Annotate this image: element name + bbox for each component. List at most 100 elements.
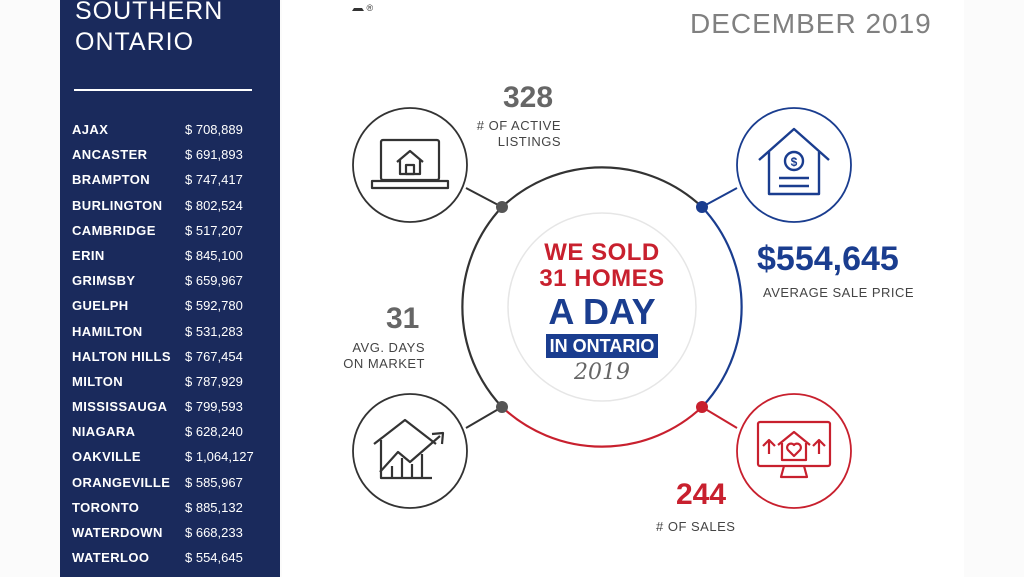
- city-name: GUELPH: [72, 298, 129, 314]
- city-name: NIAGARA: [72, 424, 136, 440]
- monitor-heart-icon: [756, 420, 832, 479]
- days-circle: [352, 393, 468, 509]
- sidebar-title-line1: SOUTHERN: [75, 0, 224, 25]
- city-row: TORONTO $ 885,132: [60, 496, 280, 521]
- laptop-house-icon: [370, 138, 450, 190]
- house-growth-icon: [373, 418, 445, 480]
- city-row: HAMILTON $ 531,283: [60, 320, 280, 345]
- days-value: 31: [386, 302, 420, 335]
- brand-logo-mark: ®: [352, 2, 373, 13]
- city-row: BURLINGTON $ 802,524: [60, 194, 280, 219]
- city-name: GRIMSBY: [72, 273, 136, 289]
- city-row: ANCASTER $ 691,893: [60, 143, 280, 168]
- center-message: WE SOLD 31 HOMES A DAY IN ONTARIO 2019: [532, 239, 672, 386]
- connector-sales: [701, 406, 738, 429]
- city-row: BRAMPTON $ 747,417: [60, 168, 280, 193]
- city-price: $ 787,929: [185, 373, 243, 389]
- city-name: AJAX: [72, 122, 109, 137]
- sidebar-title: SOUTHERN ONTARIO: [75, 0, 223, 58]
- active-listings-label: # OF ACTIVE LISTINGS: [473, 118, 561, 150]
- ring-arc-left: [461, 206, 503, 408]
- avg-price-value: $554,645: [757, 240, 899, 278]
- days-label-line1: AVG. DAYS: [352, 340, 425, 355]
- city-price: $ 691,893: [185, 147, 243, 163]
- city-name: WATERDOWN: [72, 525, 163, 540]
- city-price: $ 708,889: [185, 122, 243, 137]
- center-line1: WE SOLD: [544, 239, 660, 266]
- city-price: $ 885,132: [185, 499, 243, 515]
- price-circle: [736, 107, 852, 223]
- active-listings-value: 328: [503, 81, 554, 114]
- ring-arc-right: [701, 206, 743, 408]
- city-name: ANCASTER: [72, 147, 148, 163]
- city-name: ORANGEVILLE: [72, 474, 171, 490]
- city-name: MISSISSAUGA: [72, 399, 168, 415]
- sidebar-title-line2: ONTARIO: [75, 28, 195, 56]
- dot-listings: [496, 201, 508, 213]
- city-price: $ 517,207: [185, 222, 243, 238]
- dot-price: [696, 201, 708, 213]
- city-price: $ 592,780: [185, 298, 243, 314]
- city-price: $ 628,240: [185, 424, 243, 440]
- dollar-glyph: $: [791, 155, 798, 169]
- city-name: BURLINGTON: [72, 197, 163, 213]
- center-line3: A DAY: [548, 291, 656, 332]
- center-band: IN ONTARIO: [545, 334, 659, 358]
- connector-price: [701, 187, 738, 208]
- city-name: TORONTO: [72, 499, 140, 515]
- sales-label: # OF SALES: [656, 519, 736, 534]
- logo-icon: [352, 2, 364, 11]
- connector-listings: [465, 187, 503, 208]
- registered-mark: ®: [366, 3, 374, 13]
- sidebar-divider: [74, 89, 252, 91]
- city-price: $ 585,967: [185, 474, 243, 490]
- days-label-line2: ON MARKET: [343, 356, 425, 371]
- center-year: 2019: [574, 360, 630, 385]
- house-dollar-icon: [758, 127, 830, 196]
- city-row: ERIN $ 845,100: [60, 244, 280, 269]
- city-row: MILTON $ 787,929: [60, 370, 280, 395]
- center-line2: 31 HOMES: [539, 265, 665, 292]
- city-row: NIAGARA $ 628,240: [60, 420, 280, 445]
- days-label: AVG. DAYS ON MARKET: [341, 340, 425, 372]
- active-listings-label-line1: # OF ACTIVE: [476, 118, 561, 133]
- city-row: WATERLOO $ 554,645: [60, 546, 280, 571]
- city-price: $ 767,454: [185, 348, 243, 364]
- city-row: OAKVILLE $ 1,064,127: [60, 445, 280, 470]
- city-price-list: AJAX $ 708,889 ANCASTER $ 691,893 BRAMPTON $ …: [60, 118, 280, 571]
- city-name: WATERLOO: [72, 550, 150, 566]
- city-name: BRAMPTON: [72, 172, 151, 188]
- city-price: $ 802,524: [185, 197, 243, 213]
- city-name: HAMILTON: [72, 323, 143, 339]
- city-price: $ 554,645: [185, 550, 243, 566]
- ring-arc-bottom: [501, 406, 703, 448]
- city-row: GRIMSBY $ 659,967: [60, 269, 280, 294]
- city-name: CAMBRIDGE: [72, 222, 156, 238]
- city-name: ERIN: [72, 247, 105, 263]
- city-name: MILTON: [72, 373, 124, 389]
- city-row: WATERDOWN $ 668,233: [60, 521, 280, 546]
- city-row: ORANGEVILLE $ 585,967: [60, 471, 280, 496]
- sales-value: 244: [676, 478, 727, 511]
- dot-days: [496, 401, 508, 413]
- city-sidebar: SOUTHERN ONTARIO AJAX $ 708,889 ANCASTER $ …: [60, 0, 280, 577]
- avg-price-label: AVERAGE SALE PRICE: [763, 285, 915, 300]
- report-date: DECEMBER 2019: [690, 8, 932, 39]
- sales-circle: [736, 393, 852, 509]
- city-name: HALTON HILLS: [72, 348, 171, 364]
- city-price: $ 747,417: [185, 172, 243, 188]
- dot-sales: [696, 401, 708, 413]
- ring-arc-top: [501, 166, 703, 208]
- city-name: OAKVILLE: [72, 449, 141, 465]
- city-price: $ 799,593: [185, 399, 243, 415]
- connector-days: [465, 406, 503, 429]
- city-row: CAMBRIDGE $ 517,207: [60, 219, 280, 244]
- city-row: HALTON HILLS $ 767,454: [60, 345, 280, 370]
- city-price: $ 531,283: [185, 323, 243, 339]
- city-row: GUELPH $ 592,780: [60, 294, 280, 319]
- city-price: $ 1,064,127: [185, 449, 254, 465]
- city-price: $ 659,967: [185, 273, 243, 289]
- active-listings-label-line2: LISTINGS: [497, 134, 561, 149]
- city-price: $ 668,233: [185, 525, 243, 540]
- city-price: $ 845,100: [185, 247, 243, 263]
